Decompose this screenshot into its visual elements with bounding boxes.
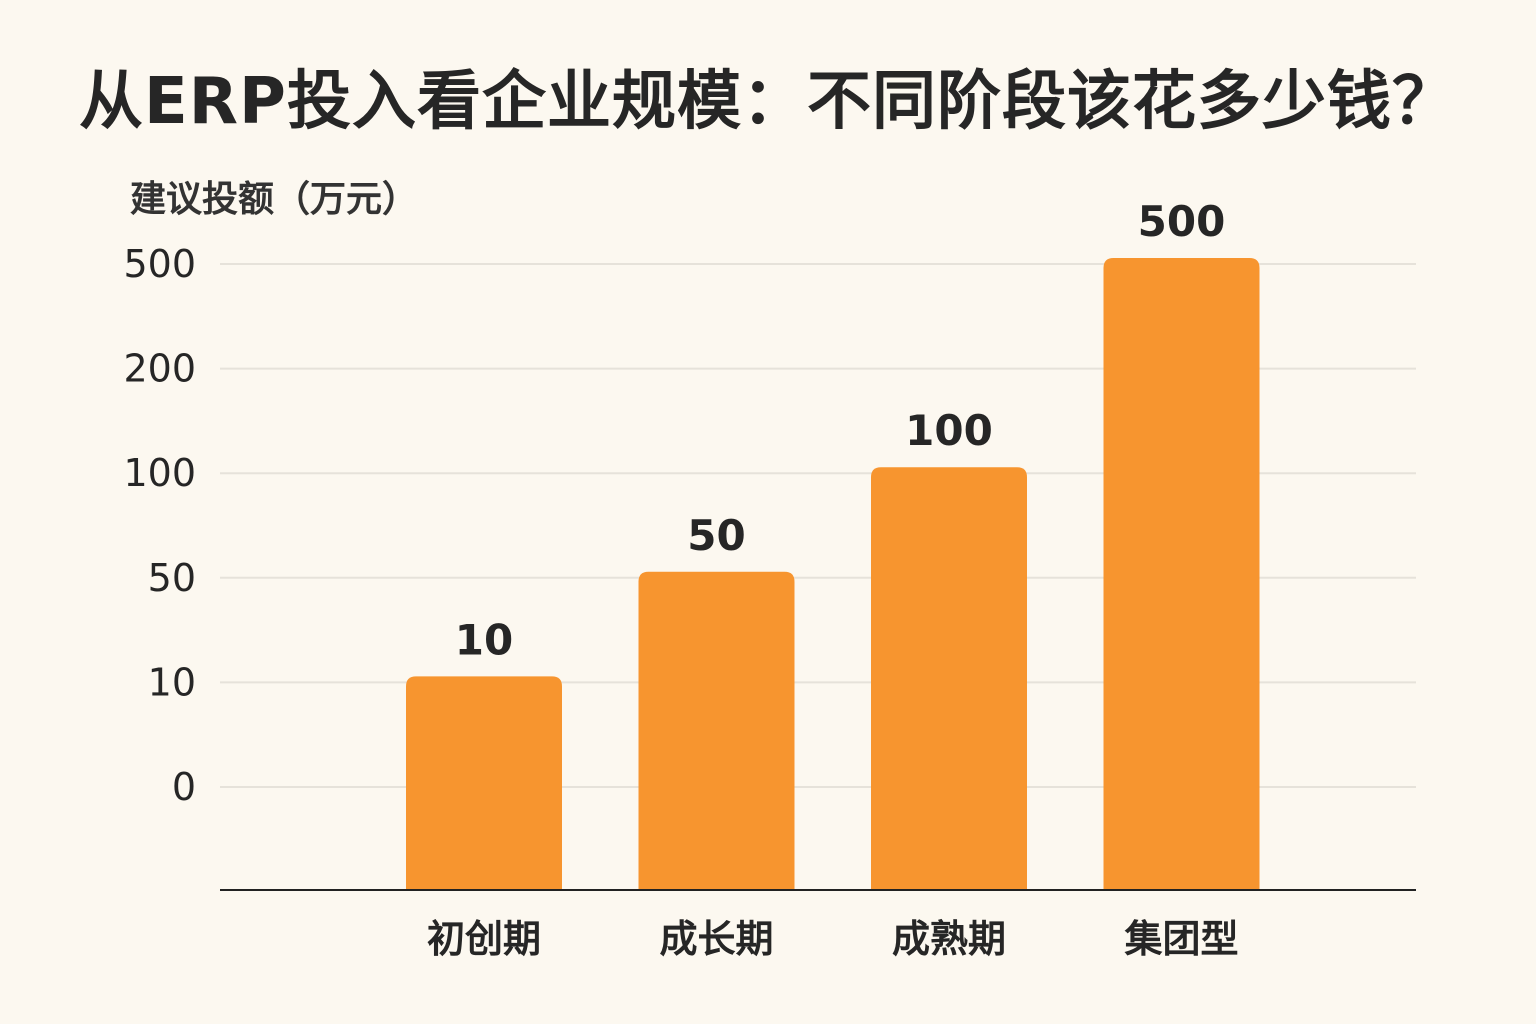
value-labels: 10 50 100 500 xyxy=(455,197,1226,664)
x-axis-categories: 初创期 成长期 成熟期 集团型 xyxy=(427,917,1239,961)
chart-title: 从ERP投入看企业规模：不同阶段该花多少钱？ xyxy=(79,65,1457,139)
y-tick-label-50: 50 xyxy=(148,556,196,600)
value-label-3: 100 xyxy=(905,406,993,455)
y-tick-label-500: 500 xyxy=(123,242,196,286)
bar-4 xyxy=(1103,258,1260,890)
y-axis-label: 建议投额（万元） xyxy=(130,179,419,220)
value-label-4: 500 xyxy=(1138,197,1226,246)
x-category-label-4: 集团型 xyxy=(1123,917,1238,961)
y-tick-label-10: 10 xyxy=(148,660,196,704)
y-tick-label-100: 100 xyxy=(123,451,196,495)
x-category-label-1: 初创期 xyxy=(427,917,541,961)
y-tick-label-0: 0 xyxy=(172,765,196,809)
x-category-label-3: 成熟期 xyxy=(892,917,1006,961)
x-category-label-2: 成长期 xyxy=(659,917,773,961)
bars xyxy=(406,258,1260,890)
value-label-2: 50 xyxy=(687,511,745,560)
value-label-1: 10 xyxy=(455,615,513,664)
bar-2 xyxy=(638,571,795,890)
y-axis-ticks: 0 10 50 100 200 500 xyxy=(123,242,196,809)
bar-1 xyxy=(406,676,562,890)
bar-3 xyxy=(871,467,1027,890)
y-tick-label-200: 200 xyxy=(123,347,196,391)
